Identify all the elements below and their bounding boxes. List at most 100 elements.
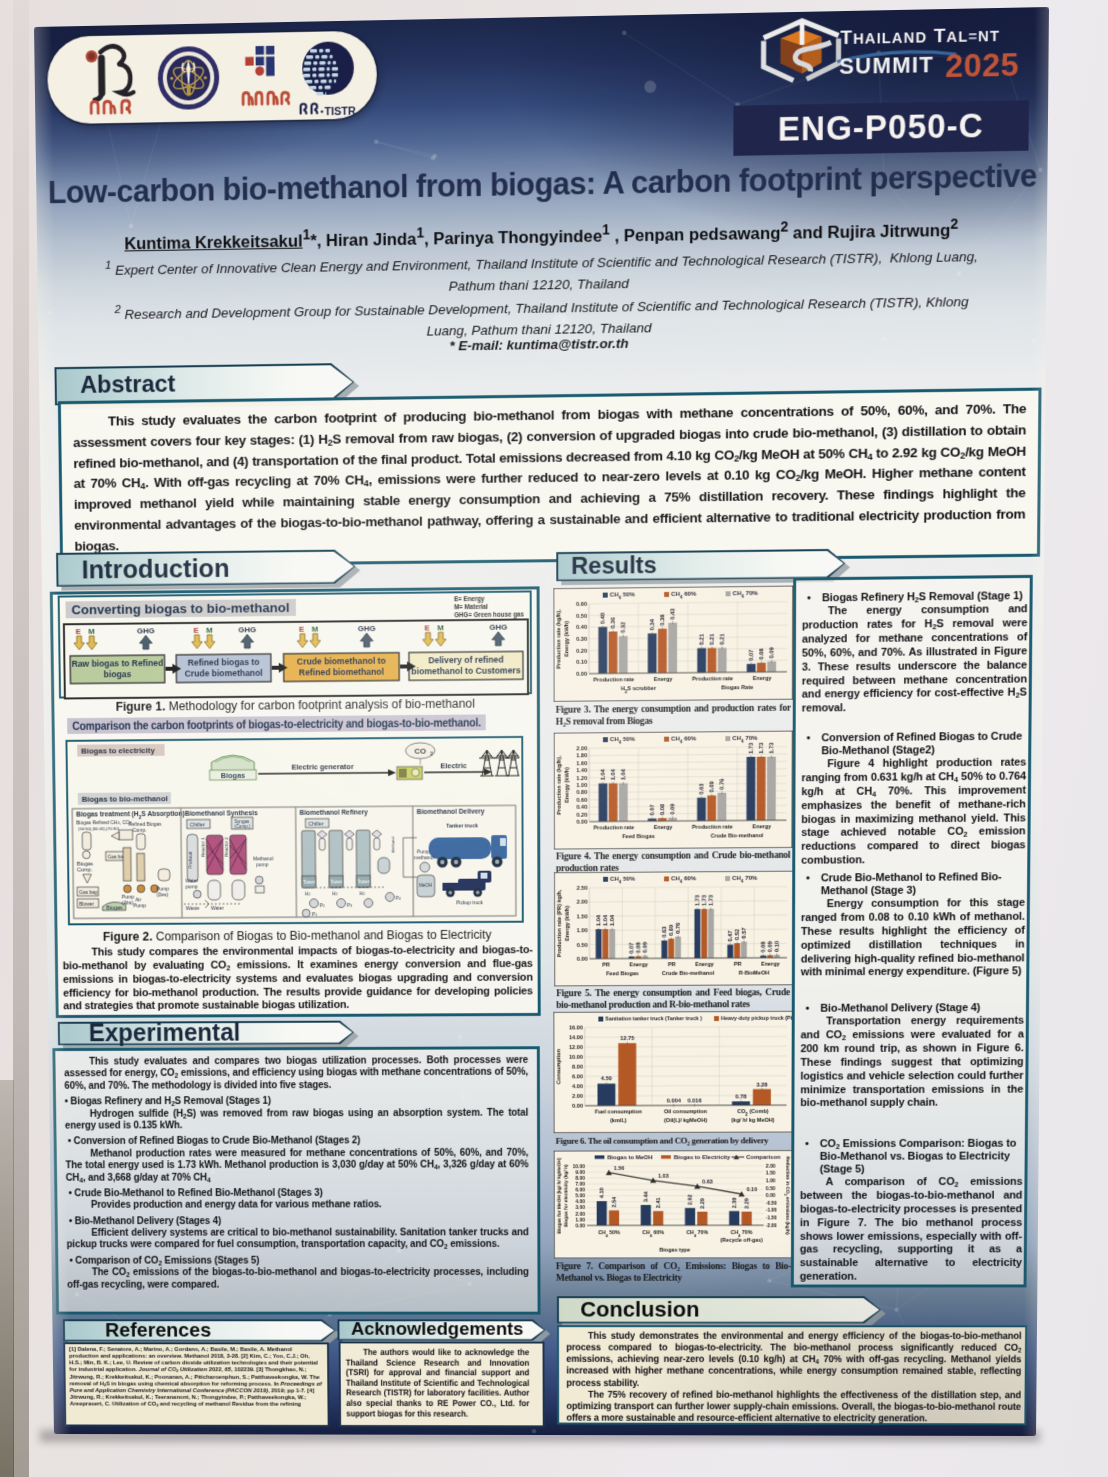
svg-text:CH4 50%: CH4 50%	[598, 1230, 620, 1237]
svg-text:4.10: 4.10	[599, 1188, 605, 1199]
svg-text:Raw biogas to Refined: Raw biogas to Refined	[72, 658, 164, 669]
svg-text:GHG: GHG	[489, 623, 507, 632]
svg-text:0.43: 0.43	[670, 608, 676, 620]
svg-text:Comp.: Comp.	[133, 828, 147, 834]
svg-text:CH4 50%: CH4 50%	[610, 876, 636, 885]
svg-text:Refined biomethanol: Refined biomethanol	[299, 667, 384, 678]
svg-text:1.04: 1.04	[610, 914, 616, 926]
svg-text:0.57: 0.57	[742, 928, 748, 939]
svg-text:10.00: 10.00	[569, 1055, 583, 1061]
svg-text:Energy: Energy	[654, 825, 674, 831]
svg-text:(Des): (Des)	[157, 892, 169, 898]
svg-text:SUMMIT: SUMMIT	[839, 52, 934, 79]
svg-text:0.50: 0.50	[766, 1186, 776, 1192]
svg-text:Reactor 1: Reactor 1	[201, 837, 206, 857]
svg-text:0.10: 0.10	[576, 660, 587, 666]
svg-text:(Oil(L)/ kgMeOH): (Oil(L)/ kgMeOH)	[664, 1118, 707, 1124]
svg-text:Electric generator: Electric generator	[291, 762, 353, 771]
svg-text:2.29: 2.29	[700, 1198, 706, 1209]
svg-text:0.016: 0.016	[687, 1098, 702, 1104]
svg-text:6.00: 6.00	[572, 1074, 583, 1080]
svg-text:1.73: 1.73	[695, 894, 701, 906]
svg-text:Feed Biogas: Feed Biogas	[622, 835, 655, 841]
svg-text:P2: P2	[320, 903, 325, 909]
svg-text:Delivery of refined: Delivery of refined	[428, 655, 503, 666]
svg-text:1.73: 1.73	[702, 894, 708, 906]
svg-text:1.40: 1.40	[577, 768, 588, 774]
svg-text:Water: Water	[211, 906, 224, 912]
svg-text:1.80: 1.80	[577, 754, 588, 760]
svg-text:10.00: 10.00	[573, 1164, 585, 1170]
svg-text:Air: Air	[135, 898, 141, 904]
svg-text:0.63: 0.63	[662, 926, 668, 938]
svg-text:pump: pump	[186, 884, 198, 890]
svg-text:Production rate (kg/h),: Production rate (kg/h),	[557, 755, 563, 815]
svg-text:Methanol: Methanol	[390, 836, 395, 852]
svg-text:Crude Bio-methanol: Crude Bio-methanol	[662, 971, 715, 977]
svg-text:0.00: 0.00	[577, 957, 588, 963]
svg-text:M: M	[312, 625, 319, 634]
svg-text:MeOH: MeOH	[419, 883, 432, 888]
svg-text:1.73: 1.73	[769, 742, 775, 754]
svg-text:1.04: 1.04	[601, 768, 607, 780]
svg-text:6.00: 6.00	[575, 1188, 585, 1194]
svg-text:1.73: 1.73	[749, 742, 755, 754]
svg-text:-1.00: -1.00	[766, 1208, 777, 1214]
svg-text:0.07: 0.07	[629, 942, 635, 953]
svg-text:Biogas: Biogas	[77, 862, 94, 868]
svg-text:0.50: 0.50	[577, 943, 588, 949]
svg-text:Biogas: Biogas	[106, 905, 123, 911]
svg-text:Crude biomethanol: Crude biomethanol	[185, 668, 263, 679]
svg-text:Biogas type: Biogas type	[659, 1248, 690, 1254]
svg-text:Tower 3: Tower 3	[358, 879, 374, 884]
svg-text:1.60: 1.60	[577, 761, 588, 767]
svg-text:H2: H2	[360, 891, 365, 897]
svg-text:P3: P3	[347, 903, 352, 909]
svg-text:1.00: 1.00	[577, 783, 588, 789]
svg-text:0.76: 0.76	[676, 922, 682, 934]
svg-text:Production rate (kg/h),: Production rate (kg/h),	[556, 609, 562, 669]
svg-text:1.20: 1.20	[577, 776, 588, 782]
svg-text:Energy: Energy	[753, 676, 773, 682]
svg-text:0.63: 0.63	[699, 783, 705, 795]
svg-text:0.40: 0.40	[576, 625, 587, 631]
svg-text:2.41: 2.41	[656, 1198, 662, 1209]
svg-text:Reduction in CO2 emissions (kg: Reduction in CO2 emissions (kg/h)	[783, 1156, 790, 1235]
svg-text:methanol: methanol	[414, 855, 434, 861]
svg-text:0.21: 0.21	[720, 633, 726, 645]
svg-text:0.40: 0.40	[577, 805, 588, 811]
svg-text:3.28: 3.28	[756, 1082, 768, 1088]
svg-text:0.32: 0.32	[621, 622, 627, 633]
svg-text:Production rate (PR) kg/h,: Production rate (PR) kg/h,	[557, 889, 563, 957]
svg-text:E: E	[193, 626, 199, 635]
svg-text:0.08: 0.08	[660, 803, 666, 815]
svg-text:1.00: 1.00	[576, 1217, 586, 1223]
svg-text:Biogas Refined CH4, CO2: Biogas Refined CH4, CO2	[76, 820, 132, 826]
svg-text:2.00: 2.00	[576, 1211, 586, 1217]
svg-text:M: M	[437, 623, 444, 632]
svg-text:0.38: 0.38	[660, 614, 666, 626]
svg-text:2.00: 2.00	[572, 1094, 583, 1100]
svg-text:1.73: 1.73	[709, 894, 715, 906]
svg-text:Biogas to electricity: Biogas to electricity	[81, 746, 155, 755]
svg-text:2.50: 2.50	[577, 886, 588, 892]
svg-text:0.00: 0.00	[576, 1223, 586, 1229]
svg-text:0.09: 0.09	[670, 803, 676, 815]
svg-text:1.00: 1.00	[766, 1178, 776, 1184]
svg-text:(Comp.): (Comp.)	[234, 824, 251, 829]
svg-text:0.07: 0.07	[650, 804, 656, 815]
svg-text:1.04: 1.04	[621, 768, 627, 780]
svg-text:Waste: Waste	[186, 906, 200, 912]
svg-text:(Abs): (Abs)	[122, 901, 134, 907]
svg-text:Pump: Pump	[133, 903, 146, 909]
svg-text:Pump: Pump	[122, 895, 135, 901]
svg-text:-2.00: -2.00	[766, 1223, 777, 1229]
svg-text:Reactor 2: Reactor 2	[224, 837, 229, 857]
svg-text:CH4 60%: CH4 60%	[642, 1230, 664, 1237]
svg-text:CH4 70%: CH4 70%	[731, 1230, 753, 1237]
svg-text:Biogas to MeOH: Biogas to MeOH	[607, 1155, 652, 1161]
svg-text:Comparison: Comparison	[746, 1155, 781, 1161]
svg-text:7.00: 7.00	[575, 1182, 585, 1188]
svg-text:1.50: 1.50	[577, 914, 588, 920]
svg-text:0.52: 0.52	[735, 929, 741, 940]
